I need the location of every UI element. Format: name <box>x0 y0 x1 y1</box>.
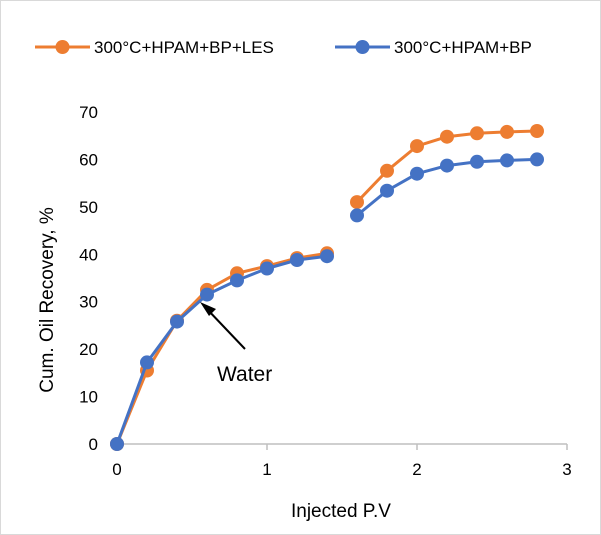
series-line <box>115 254 328 445</box>
data-point <box>170 314 184 329</box>
annotation: Water <box>200 302 272 386</box>
x-axis-title: Injected P.V <box>291 501 391 522</box>
data-point <box>320 249 334 264</box>
x-tick-label: 3 <box>562 460 571 479</box>
legend-label: 300°C+HPAM+BP+LES <box>94 38 274 57</box>
data-point <box>200 287 214 302</box>
data-point <box>350 208 364 223</box>
series-line <box>115 251 328 445</box>
data-point <box>110 437 124 451</box>
legend-swatch-marker <box>55 40 70 54</box>
series <box>110 152 544 451</box>
legend-swatch-marker <box>355 40 370 54</box>
y-tick-label: 10 <box>79 388 98 407</box>
data-point <box>410 166 424 181</box>
y-tick-label: 30 <box>79 293 98 312</box>
data-point <box>440 129 454 144</box>
data-point <box>260 261 274 276</box>
data-point <box>440 158 454 173</box>
legend: 300°C+HPAM+BP+LES 300°C+HPAM+BP <box>35 38 532 57</box>
data-point <box>500 124 514 139</box>
annotation-arrow <box>205 307 246 350</box>
y-tick-label: 50 <box>79 198 98 217</box>
legend-label: 300°C+HPAM+BP <box>394 38 532 57</box>
data-point <box>500 153 514 168</box>
data-point <box>530 124 544 138</box>
y-tick-label: 70 <box>79 103 98 122</box>
data-point <box>470 154 484 169</box>
data-point <box>350 195 364 210</box>
data-point <box>230 273 244 288</box>
y-tick-label: 20 <box>79 340 98 359</box>
y-tick-label: 60 <box>79 150 98 169</box>
series <box>110 124 544 451</box>
data-point <box>410 139 424 154</box>
x-tick-label: 2 <box>412 460 421 479</box>
data-point <box>140 355 154 370</box>
data-point <box>380 163 394 178</box>
annotation-label: Water <box>217 363 272 386</box>
y-axis-title: Cum. Oil Recovery, % <box>37 207 58 393</box>
data-point <box>470 126 484 141</box>
data-point <box>380 183 394 198</box>
annotation-arrowhead <box>200 302 216 316</box>
plot-area <box>110 124 544 451</box>
y-tick-label: 0 <box>89 435 98 454</box>
x-tick-label: 0 <box>112 460 121 479</box>
y-tick-label: 40 <box>79 245 98 264</box>
data-point <box>290 253 304 267</box>
x-tick-label: 1 <box>262 460 271 479</box>
data-point <box>530 152 544 167</box>
